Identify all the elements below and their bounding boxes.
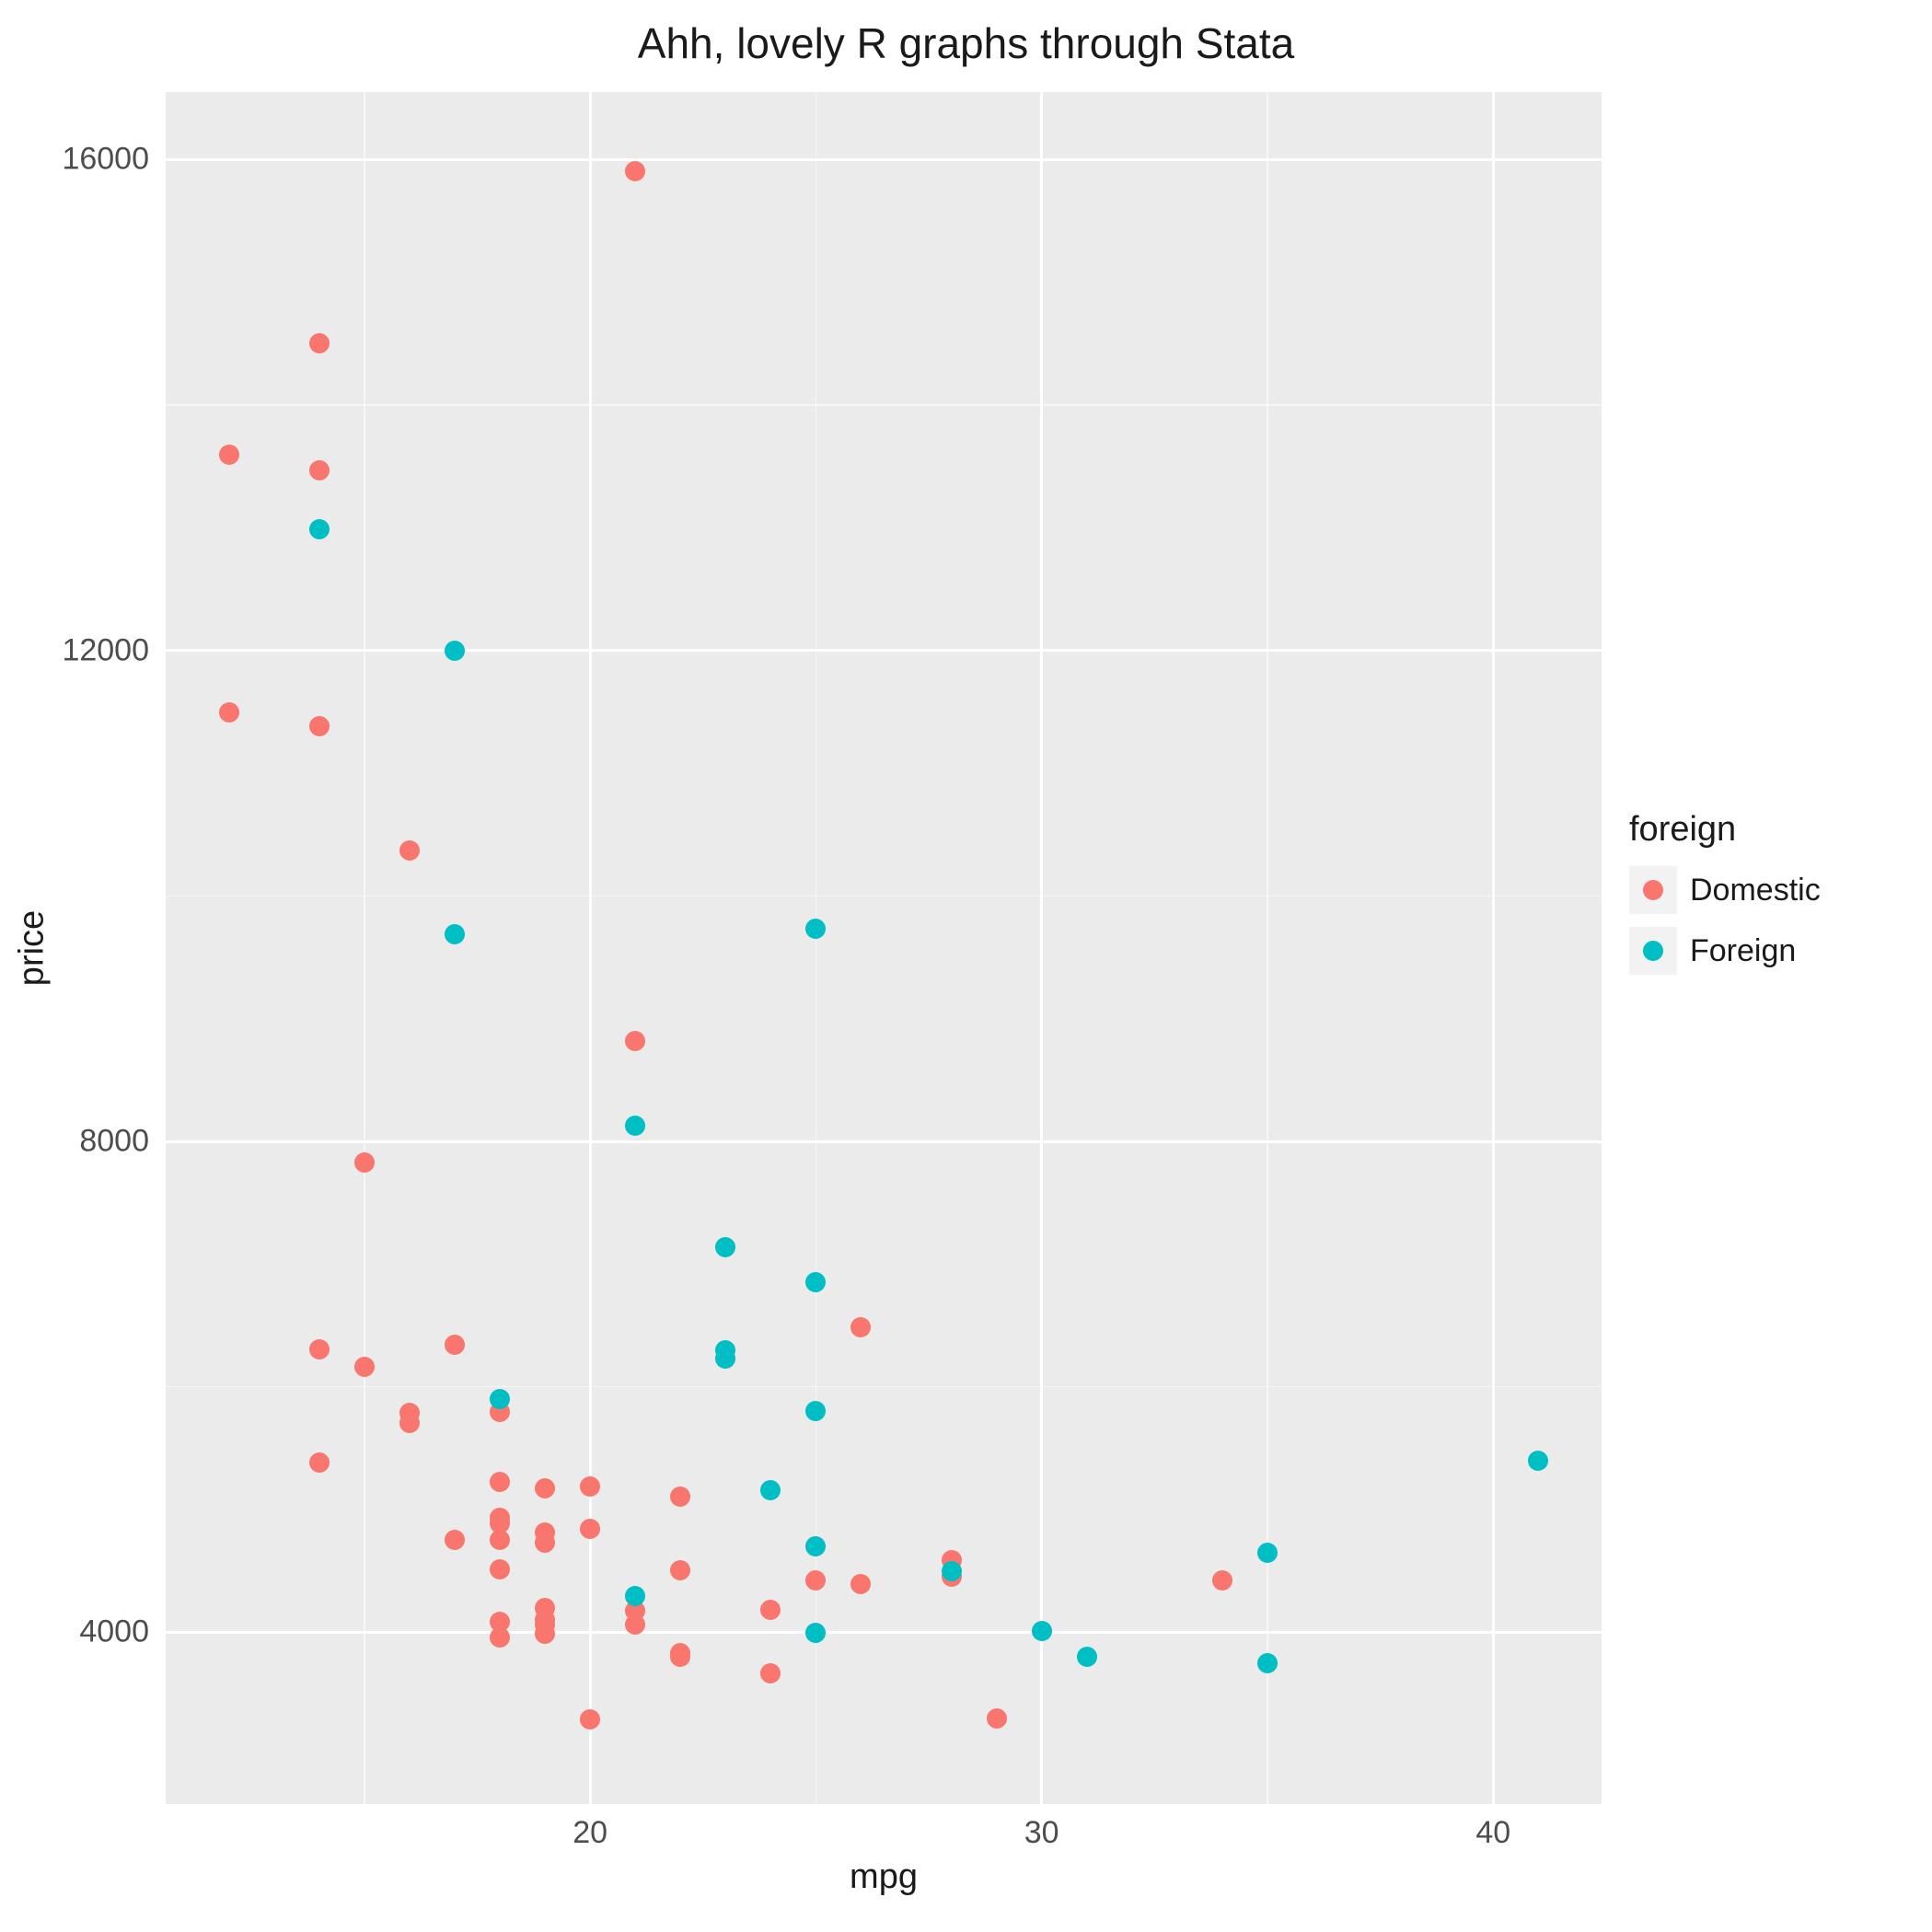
legend-label: Domestic — [1690, 873, 1821, 908]
data-point — [625, 161, 645, 181]
data-point — [670, 1487, 690, 1507]
data-point — [1528, 1451, 1548, 1471]
plot-panel — [166, 92, 1602, 1804]
data-point — [805, 1272, 826, 1292]
x-tick-label: 40 — [1475, 1815, 1510, 1851]
grid-major-h — [166, 1140, 1602, 1143]
data-point — [399, 1413, 420, 1433]
data-point — [490, 1389, 510, 1409]
data-point — [445, 1530, 465, 1550]
panel-background — [166, 92, 1602, 1804]
data-point — [715, 1348, 735, 1369]
grid-major-h — [166, 1631, 1602, 1634]
legend-point-icon — [1643, 941, 1663, 961]
legend-title: foreign — [1629, 810, 1821, 850]
legend-point-icon — [1643, 880, 1663, 900]
data-point — [309, 716, 330, 736]
data-point — [760, 1663, 781, 1683]
data-point — [715, 1237, 735, 1257]
data-point — [1032, 1621, 1052, 1641]
grid-minor-h — [166, 404, 1602, 406]
legend-label: Foreign — [1690, 933, 1796, 969]
y-tick-label: 16000 — [62, 142, 149, 178]
data-point — [535, 1533, 555, 1553]
legend-key — [1629, 927, 1677, 975]
data-point — [760, 1480, 781, 1500]
data-point — [1257, 1543, 1278, 1563]
grid-minor-v — [364, 92, 365, 1804]
data-point — [490, 1559, 510, 1579]
x-tick-label: 30 — [1024, 1815, 1059, 1851]
chart-title: Ahh, lovely R graphs through Stata — [0, 18, 1932, 68]
data-point — [535, 1478, 555, 1498]
grid-major-v — [1040, 92, 1043, 1804]
data-point — [1212, 1570, 1232, 1591]
data-point — [625, 1614, 645, 1635]
data-point — [219, 445, 239, 465]
data-point — [987, 1708, 1007, 1729]
data-point — [309, 519, 330, 539]
data-point — [309, 460, 330, 480]
grid-major-v — [589, 92, 592, 1804]
grid-minor-h — [166, 896, 1602, 897]
data-point — [309, 333, 330, 353]
legend-item: Domestic — [1629, 866, 1821, 914]
data-point — [625, 1586, 645, 1606]
grid-major-v — [1492, 92, 1495, 1804]
scatter-chart: Ahh, lovely R graphs through Stata forei… — [0, 0, 1932, 1932]
y-tick-label: 4000 — [79, 1614, 149, 1650]
x-tick-label: 20 — [573, 1815, 607, 1851]
data-point — [399, 840, 420, 861]
data-point — [490, 1472, 510, 1492]
data-point — [580, 1709, 600, 1730]
data-point — [535, 1624, 555, 1644]
legend-key — [1629, 866, 1677, 914]
y-tick-label: 12000 — [62, 632, 149, 668]
data-point — [625, 1116, 645, 1136]
data-point — [805, 1623, 826, 1643]
data-point — [850, 1317, 871, 1337]
data-point — [850, 1574, 871, 1594]
data-point — [445, 641, 465, 661]
data-point — [1257, 1653, 1278, 1673]
data-point — [354, 1152, 375, 1173]
data-point — [445, 924, 465, 944]
grid-major-h — [166, 158, 1602, 161]
legend-item: Foreign — [1629, 927, 1821, 975]
grid-major-h — [166, 649, 1602, 652]
data-point — [805, 919, 826, 939]
data-point — [805, 1570, 826, 1591]
data-point — [760, 1600, 781, 1620]
data-point — [580, 1476, 600, 1497]
data-point — [805, 1536, 826, 1556]
data-point — [1077, 1647, 1097, 1667]
data-point — [805, 1401, 826, 1421]
data-point — [309, 1452, 330, 1473]
data-point — [490, 1627, 510, 1648]
data-point — [490, 1530, 510, 1550]
x-axis-title: mpg — [850, 1857, 918, 1897]
grid-minor-h — [166, 1386, 1602, 1388]
legend: foreign Domestic Foreign — [1629, 810, 1821, 988]
data-point — [445, 1335, 465, 1355]
data-point — [580, 1519, 600, 1539]
data-point — [309, 1339, 330, 1359]
data-point — [670, 1647, 690, 1667]
data-point — [219, 702, 239, 723]
data-point — [625, 1031, 645, 1051]
data-point — [942, 1561, 962, 1581]
data-point — [670, 1560, 690, 1580]
data-point — [354, 1357, 375, 1377]
y-axis-title: price — [13, 910, 52, 986]
y-tick-label: 8000 — [79, 1124, 149, 1160]
